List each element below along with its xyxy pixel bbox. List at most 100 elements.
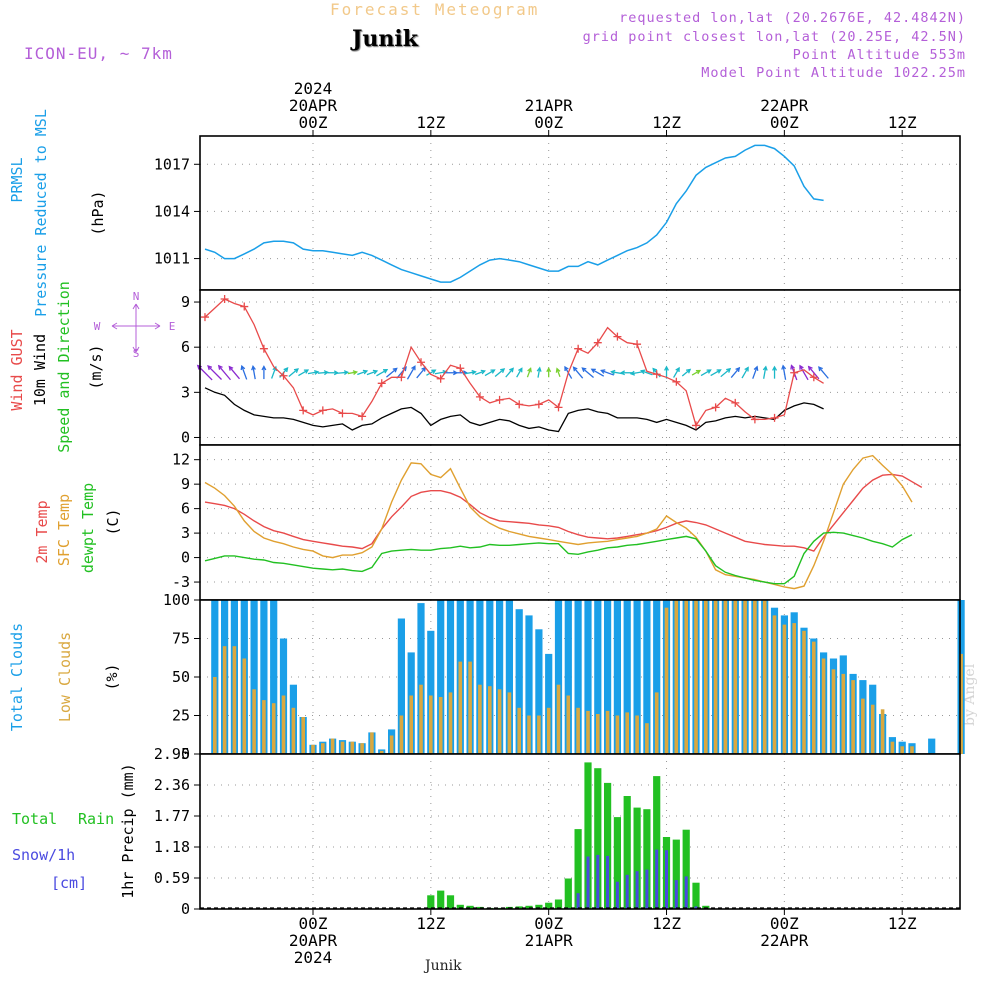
low-clouds-bar	[527, 715, 531, 754]
rain-bar	[613, 817, 621, 909]
wind-arrow-head	[685, 368, 692, 374]
wind-arrow-shaft	[241, 365, 248, 380]
wind-arrow-shaft	[376, 369, 388, 377]
bottom-time-label: 12Z	[416, 914, 445, 933]
low-clouds-bar	[596, 714, 600, 754]
wind-arrow-head	[411, 365, 416, 371]
total-clouds-bar	[623, 600, 631, 754]
rain-bar	[682, 829, 690, 909]
wind-arrow-shaft	[691, 369, 701, 376]
clouds-axis-unit: (%)	[103, 663, 121, 690]
top-time-label: 20APR	[289, 96, 338, 115]
low-clouds-bar	[448, 692, 453, 754]
wind-arrow-shaft	[741, 367, 749, 379]
wind-direction-axis-title: Speed and Direction	[55, 281, 73, 453]
requested-coords: requested lon,lat (20.2676E, 42.4842N)	[619, 10, 966, 26]
rain-bar	[672, 839, 680, 909]
wind-plot-area	[200, 290, 960, 445]
wind-arrow	[546, 366, 552, 378]
bottom-time-label: 21APR	[525, 931, 574, 950]
total-clouds-bar	[476, 600, 484, 754]
wind-gust-marker	[240, 302, 249, 311]
low-clouds-bar	[497, 689, 502, 754]
footer-station: Junik	[425, 958, 462, 974]
station-name: Junik	[352, 26, 418, 52]
low-clouds-bar	[723, 600, 728, 754]
wind-arrow-head	[546, 366, 552, 373]
low-clouds-bar	[458, 661, 463, 754]
temp-dewpt-axis-title: dewpt Temp	[79, 483, 97, 573]
wind-arrow-shaft	[700, 369, 711, 377]
wind-arrow	[818, 366, 829, 379]
wind-arrow-head	[799, 364, 804, 370]
wind-arrow-head	[762, 365, 768, 371]
total-clouds-bar	[643, 600, 651, 754]
wind-arrow	[426, 369, 437, 376]
compass-s: S	[133, 347, 140, 360]
low-clouds-bar	[271, 703, 276, 754]
total-clouds-bar	[515, 609, 523, 754]
wind-arrow	[516, 367, 523, 378]
compass-n: N	[133, 290, 140, 303]
total-clouds-bar	[505, 600, 513, 754]
wind-arrow	[720, 367, 732, 378]
low-clouds-bar	[468, 661, 472, 754]
wind-arrow	[474, 369, 486, 376]
wind-arrow-head	[471, 369, 477, 375]
low-clouds-bar	[959, 653, 963, 754]
precip-axis-title: 1hr Precip (mm)	[119, 763, 137, 898]
wind-arrow-head	[392, 367, 398, 373]
total-clouds-bar	[496, 600, 504, 754]
temp-sfc-line	[204, 454, 913, 590]
wind-arrow-shaft	[298, 369, 309, 377]
wind-arrow-shaft	[505, 367, 514, 378]
wind-gust-marker	[358, 412, 367, 421]
wind-gust-marker	[456, 364, 465, 373]
total-clouds-bar	[427, 630, 435, 754]
wind-gust-marker	[554, 403, 563, 412]
total-clouds-bar	[397, 618, 405, 754]
pressure-panel: 1011 1014 1017	[154, 135, 961, 291]
wind-gust-marker	[593, 338, 602, 347]
low-clouds-bar	[556, 684, 561, 754]
temp-2m-axis-title: 2m Temp	[33, 500, 51, 563]
low-clouds-bar	[517, 707, 521, 754]
total-clouds-bar	[653, 600, 661, 754]
temp-2m-line	[204, 473, 923, 552]
compass-w: W	[94, 320, 101, 333]
low-clouds-bar	[861, 698, 865, 754]
wind-arrow-head	[600, 369, 606, 374]
low-clouds-bar	[802, 630, 806, 754]
wind-arrow-shaft	[601, 369, 615, 376]
wind-gust-marker	[691, 421, 700, 430]
wind-arrow-head	[564, 365, 569, 372]
wind-arrow-head	[207, 365, 213, 371]
wind-arrow	[619, 370, 634, 376]
wind-arrow	[251, 365, 256, 380]
rain-bar	[446, 895, 455, 909]
wind-arrow	[640, 369, 653, 376]
snow-bar	[655, 849, 659, 909]
wind-arrow	[710, 369, 722, 377]
wind-arrow	[581, 367, 594, 378]
wind-arrow-shaft	[782, 365, 787, 380]
wind-arrow	[673, 366, 680, 378]
wind-arrow	[526, 367, 532, 378]
low-clouds-bar	[291, 707, 296, 754]
pressure-axis-title: PRMSL	[8, 157, 26, 202]
wind-arrow-shaft	[317, 371, 328, 374]
wind-gust-marker	[318, 406, 327, 415]
rain-bar	[574, 829, 582, 909]
low-clouds-bar	[213, 677, 217, 754]
low-clouds-bar	[232, 646, 237, 754]
wind-arrow	[240, 364, 248, 380]
wind-arrow	[347, 370, 359, 376]
wind-arrow	[494, 368, 506, 378]
wind-arrow-head	[431, 369, 437, 374]
wind-arrow	[505, 367, 514, 378]
low-clouds-bar	[399, 715, 404, 754]
snow-bar	[625, 874, 629, 909]
wind-gust-marker	[515, 400, 524, 409]
low-clouds-bar	[419, 684, 423, 754]
low-clouds-bar	[507, 692, 512, 754]
